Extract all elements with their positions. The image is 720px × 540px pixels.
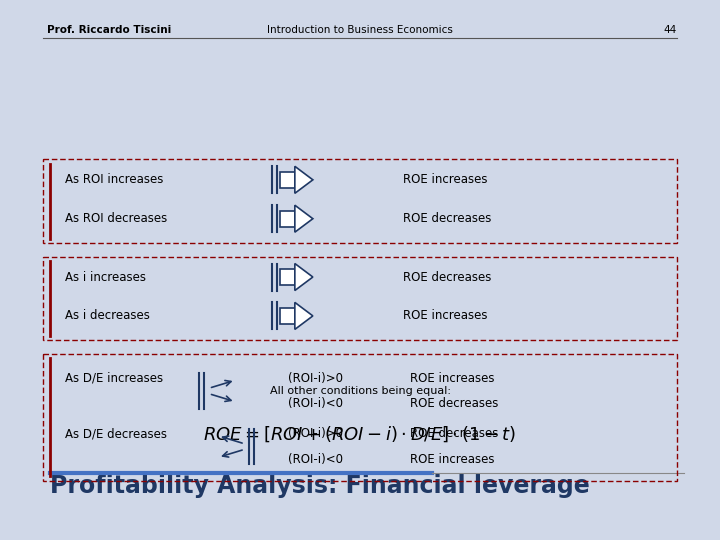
Bar (43, 256, 677, 340)
Text: As D/E increases: As D/E increases (65, 372, 163, 384)
Text: ROE decreases: ROE decreases (403, 212, 492, 225)
Bar (280, 172, 295, 188)
Text: ROE decreases: ROE decreases (403, 271, 492, 284)
Text: $\mathit{ROE} = \left[\mathit{ROI} + (\mathit{ROI} - i) \cdot D/E\right] \cdot (: $\mathit{ROE} = \left[\mathit{ROI} + (\m… (203, 425, 517, 444)
Text: Introduction to Business Economics: Introduction to Business Economics (267, 25, 453, 35)
Text: As ROI increases: As ROI increases (65, 173, 163, 186)
Text: (ROI-i)>0: (ROI-i)>0 (288, 427, 343, 440)
Text: Prof. Riccardo Tiscini: Prof. Riccardo Tiscini (47, 25, 171, 35)
Text: ROE increases: ROE increases (403, 309, 487, 322)
Polygon shape (295, 264, 312, 291)
Bar (280, 308, 295, 324)
Bar (280, 269, 295, 285)
Text: ROE increases: ROE increases (410, 453, 495, 466)
Text: Profitability Analysis: Financial leverage: Profitability Analysis: Financial levera… (50, 474, 590, 498)
Polygon shape (295, 166, 312, 193)
Text: (ROI-i)<0: (ROI-i)<0 (288, 453, 343, 466)
Bar (43, 159, 677, 243)
Text: As D/E decreases: As D/E decreases (65, 427, 167, 440)
Text: 44: 44 (664, 25, 677, 35)
Text: As i decreases: As i decreases (65, 309, 150, 322)
Text: As i increases: As i increases (65, 271, 145, 284)
Text: ROE decreases: ROE decreases (410, 397, 499, 410)
Polygon shape (295, 205, 312, 232)
Text: As ROI decreases: As ROI decreases (65, 212, 167, 225)
Text: ROE increases: ROE increases (410, 372, 495, 384)
Polygon shape (295, 302, 312, 329)
Text: ROE increases: ROE increases (403, 173, 487, 186)
Text: All other conditions being equal:: All other conditions being equal: (269, 387, 451, 396)
Bar (43, 354, 677, 481)
Text: ROE decreases: ROE decreases (410, 427, 499, 440)
Text: (ROI-i)>0: (ROI-i)>0 (288, 372, 343, 384)
Text: (ROI-i)<0: (ROI-i)<0 (288, 397, 343, 410)
Bar (280, 211, 295, 227)
